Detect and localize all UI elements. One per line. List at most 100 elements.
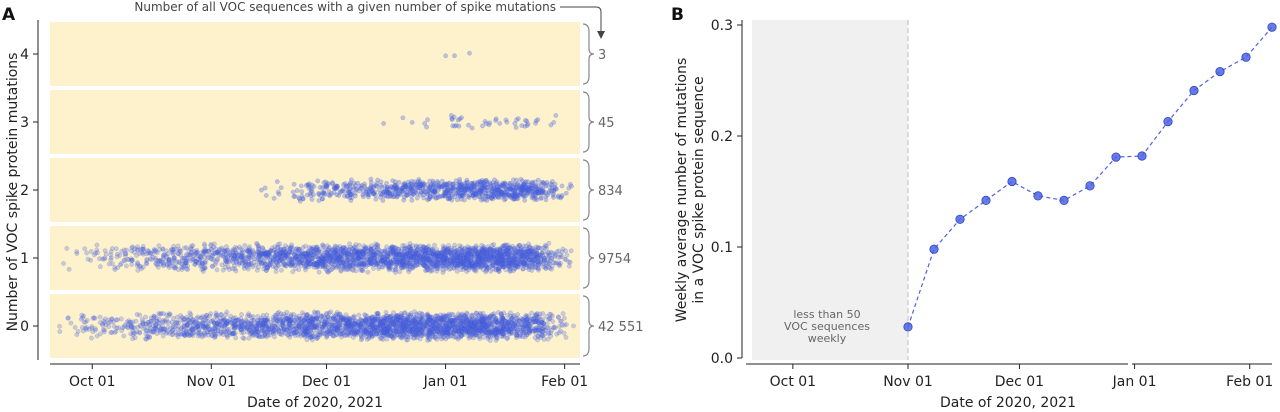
point: [513, 125, 519, 130]
point: [489, 186, 495, 192]
point: [491, 192, 497, 198]
point: [495, 186, 501, 192]
point: [436, 185, 442, 191]
point: [473, 192, 479, 198]
point: [400, 259, 405, 265]
point: [327, 193, 333, 199]
point: [525, 190, 531, 195]
point: [408, 193, 414, 199]
point: [386, 189, 392, 195]
point: [382, 193, 388, 199]
point: [385, 190, 391, 196]
point: [443, 191, 449, 197]
point: [502, 181, 507, 187]
point: [547, 188, 553, 194]
point: [466, 122, 471, 128]
point: [397, 269, 403, 275]
point: [144, 261, 150, 267]
point: [455, 117, 461, 123]
point: [501, 243, 507, 249]
point: [141, 246, 147, 252]
point: [365, 269, 371, 275]
point: [440, 256, 446, 262]
point: [527, 190, 533, 196]
point: [524, 254, 530, 259]
point: [488, 184, 494, 190]
point: [555, 194, 561, 200]
point: [146, 248, 152, 254]
point: [327, 268, 333, 273]
point: [393, 266, 399, 272]
point: [306, 181, 312, 187]
point: [495, 188, 501, 194]
point: [233, 256, 239, 262]
point: [437, 194, 443, 200]
point: [432, 184, 438, 190]
point: [510, 181, 516, 187]
point: [459, 248, 465, 254]
point: [379, 184, 385, 190]
point: [376, 187, 382, 193]
point: [123, 263, 129, 269]
point: [334, 185, 339, 191]
point: [427, 194, 433, 200]
point: [431, 189, 437, 195]
point: [536, 187, 542, 193]
point: [492, 190, 498, 196]
point: [535, 186, 541, 192]
point: [433, 195, 439, 201]
point: [286, 260, 292, 266]
point: [425, 197, 430, 203]
strip-1: [50, 226, 580, 290]
point: [346, 186, 352, 192]
point: [449, 197, 455, 203]
point: [448, 192, 454, 198]
point: [469, 183, 475, 189]
point: [533, 184, 539, 190]
point: [423, 185, 428, 191]
point: [448, 188, 454, 194]
point: [362, 184, 368, 189]
point: [511, 246, 517, 252]
point: [566, 259, 572, 265]
point: [307, 191, 313, 196]
point: [291, 181, 297, 187]
point: [474, 185, 480, 191]
point: [492, 187, 498, 193]
point: [211, 241, 217, 247]
point: [407, 187, 413, 193]
point: [459, 193, 465, 198]
point: [452, 242, 458, 248]
point: [276, 263, 281, 269]
point: [243, 259, 249, 265]
point: [471, 182, 477, 188]
point: [432, 242, 437, 248]
point: [318, 255, 324, 260]
point: [567, 181, 573, 187]
point: [486, 256, 492, 262]
point: [468, 264, 474, 270]
point: [485, 184, 491, 190]
point: [324, 183, 330, 189]
point: [559, 192, 565, 198]
point: [262, 249, 268, 255]
point: [347, 181, 353, 187]
point: [516, 186, 522, 192]
point: [354, 186, 360, 192]
point: [190, 257, 196, 263]
point: [452, 185, 457, 191]
point: [466, 195, 472, 200]
point: [455, 188, 461, 194]
point: [493, 188, 498, 193]
point: [493, 191, 499, 197]
point: [519, 184, 525, 190]
point: [320, 190, 326, 196]
point: [415, 183, 421, 189]
point: [426, 196, 432, 202]
point: [459, 193, 465, 199]
point: [414, 191, 420, 196]
point: [509, 262, 515, 267]
point: [478, 189, 484, 195]
point: [463, 183, 469, 189]
point: [495, 187, 500, 193]
